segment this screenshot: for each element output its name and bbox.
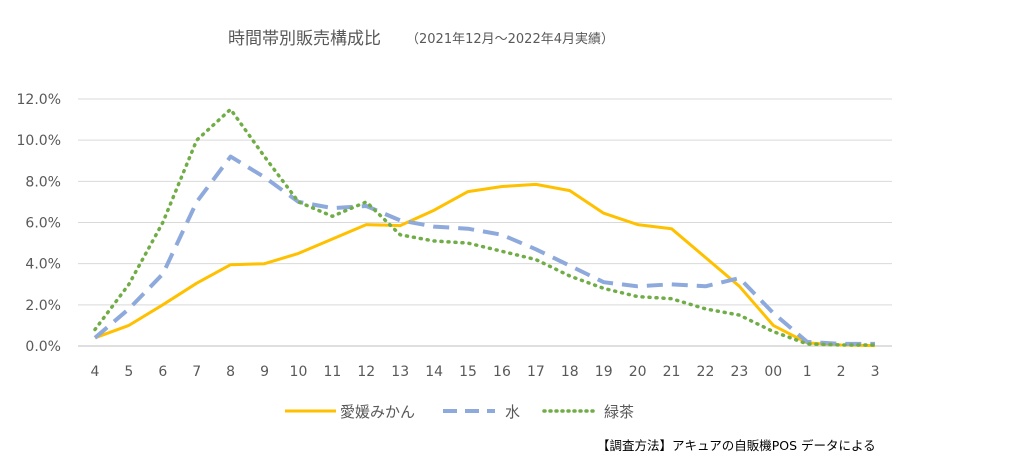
x-tick-label: 1 — [803, 364, 812, 380]
x-tick-label: 20 — [629, 364, 647, 380]
x-tick-label: 4 — [90, 364, 99, 380]
x-tick-label: 13 — [391, 364, 409, 380]
y-tick-label: 0.0% — [25, 339, 61, 355]
chart-subtitle: （2021年12月～2022年4月実績） — [406, 31, 614, 47]
x-tick-label: 8 — [226, 364, 235, 380]
gridlines — [78, 98, 892, 347]
chart-title: 時間帯別販売構成比 — [228, 29, 381, 49]
series-lines — [93, 107, 877, 348]
legend-label-greentea: 緑茶 — [604, 403, 634, 421]
x-tick-label: 19 — [595, 364, 613, 380]
legend: 愛媛みかん 水 緑茶 — [285, 403, 634, 421]
x-tick-label: 14 — [425, 364, 443, 380]
legend-label-mikan: 愛媛みかん — [340, 403, 415, 421]
x-tick-label: 16 — [493, 364, 511, 380]
x-tick-label: 23 — [730, 364, 748, 380]
x-axis: 4 5 6 7 8 9 10 11 12 13 14 15 16 17 18 19 20 21 22 23 00 1 2 3 — [90, 364, 879, 380]
x-tick-label: 15 — [459, 364, 477, 380]
x-tick-label: 5 — [124, 364, 133, 380]
x-tick-label: 17 — [527, 364, 545, 380]
y-tick-label: 6.0% — [25, 216, 61, 232]
legend-label-water: 水 — [505, 403, 520, 421]
x-tick-label: 21 — [663, 364, 681, 380]
y-axis: 0.0% 2.0% 4.0% 6.0% 8.0% 10.0% 12.0% — [17, 92, 61, 355]
x-tick-label: 00 — [764, 364, 782, 380]
x-tick-label: 10 — [290, 364, 308, 380]
x-tick-label: 7 — [192, 364, 201, 380]
y-tick-label: 8.0% — [25, 174, 61, 190]
series-line-greentea — [93, 107, 877, 347]
x-tick-label: 22 — [697, 364, 715, 380]
y-tick-label: 4.0% — [25, 257, 61, 273]
y-tick-label: 2.0% — [25, 298, 61, 314]
x-tick-label: 6 — [158, 364, 167, 380]
x-tick-label: 18 — [561, 364, 579, 380]
x-tick-label: 12 — [357, 364, 375, 380]
series-line-mikan — [94, 182, 876, 348]
x-tick-label: 2 — [837, 364, 846, 380]
y-tick-label: 12.0% — [17, 92, 61, 108]
x-tick-label: 11 — [323, 364, 341, 380]
x-tick-label: 9 — [260, 364, 269, 380]
series-line-water — [93, 154, 875, 346]
y-tick-label: 10.0% — [17, 133, 61, 149]
source-note: 【調査方法】アキュアの自販機POS データによる — [597, 438, 876, 453]
x-tick-label: 3 — [871, 364, 880, 380]
